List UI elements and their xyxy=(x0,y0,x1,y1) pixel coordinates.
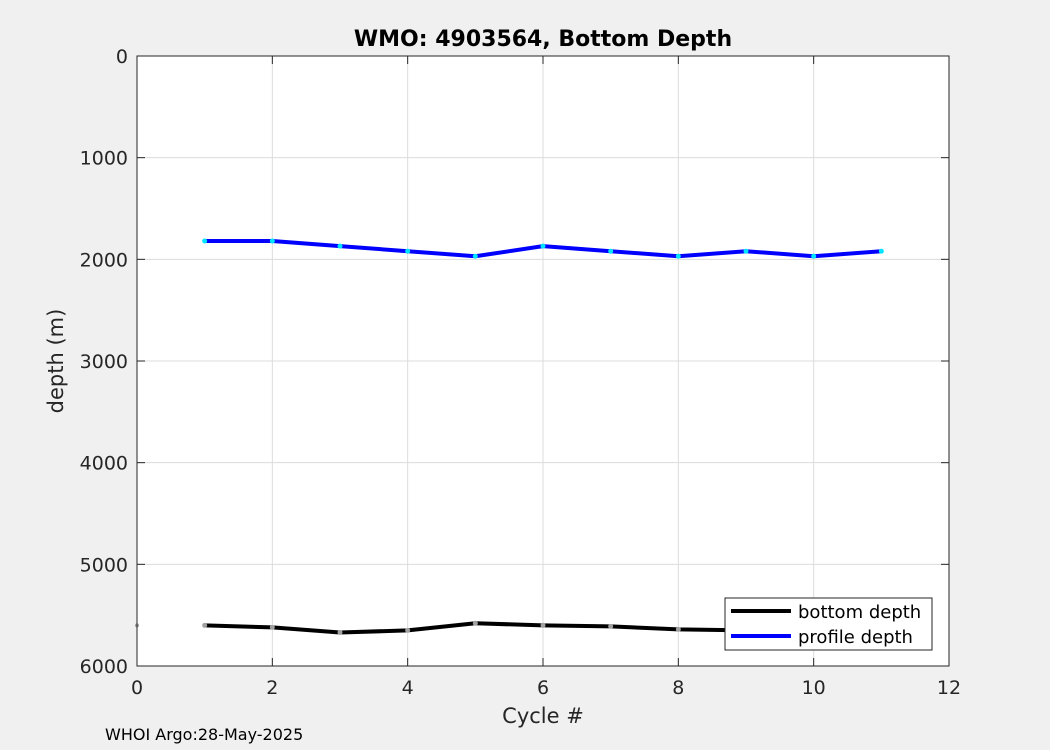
legend-label-bottom-depth: bottom depth xyxy=(798,602,921,623)
x-tick-label: 12 xyxy=(937,677,961,699)
x-axis-label: Cycle # xyxy=(502,704,584,728)
y-tick-label: 4000 xyxy=(80,453,128,475)
data-point-profile-depth xyxy=(675,253,681,259)
data-point-profile-depth xyxy=(878,248,884,254)
data-point-bottom-depth xyxy=(675,626,681,632)
ticks: 0 2 4 6 8 10 12 0 1000 2000 3000 4000 5000 6000 xyxy=(80,46,961,699)
data-point-bottom-depth xyxy=(202,622,208,628)
x-tick-label: 10 xyxy=(802,677,826,699)
legend-label-profile-depth: profile depth xyxy=(798,627,913,648)
chart-title: WMO: 4903564, Bottom Depth xyxy=(354,27,732,52)
data-point-bottom-depth xyxy=(608,623,614,629)
x-tick-label: 6 xyxy=(537,677,549,699)
data-point-profile-depth xyxy=(269,238,275,244)
data-point-profile-depth xyxy=(608,248,614,254)
data-point-profile-depth xyxy=(811,253,817,259)
y-tick-label: 0 xyxy=(116,46,128,68)
y-tick-label: 2000 xyxy=(80,249,128,271)
y-axis-label: depth (m) xyxy=(44,309,68,414)
data-point-profile-depth xyxy=(405,248,411,254)
x-tick-label: 8 xyxy=(672,677,684,699)
y-tick-label: 5000 xyxy=(80,554,128,576)
data-point-profile-depth xyxy=(472,253,478,259)
data-point-bottom-depth xyxy=(405,627,411,633)
data-point-profile-depth xyxy=(202,238,208,244)
y-tick-label: 6000 xyxy=(80,656,128,678)
footer-credit: WHOI Argo:28-May-2025 xyxy=(105,725,304,744)
y-tick-label: 1000 xyxy=(80,148,128,170)
data-point-bottom-depth xyxy=(337,629,343,635)
grid xyxy=(137,56,949,666)
data-point-profile-depth xyxy=(743,248,749,254)
data-point-profile-depth xyxy=(337,243,343,249)
data-point-bottom-depth xyxy=(540,622,546,628)
data-point-profile-depth xyxy=(540,243,546,249)
y-tick-label: 3000 xyxy=(80,351,128,373)
x-tick-label: 0 xyxy=(131,677,143,699)
x-tick-label: 4 xyxy=(402,677,414,699)
data-point-bottom-depth xyxy=(472,620,478,626)
legend: bottom depth profile depth xyxy=(724,597,933,651)
x-tick-label: 2 xyxy=(266,677,278,699)
data-point-bottom-depth xyxy=(269,624,275,630)
legend-box xyxy=(724,597,933,651)
